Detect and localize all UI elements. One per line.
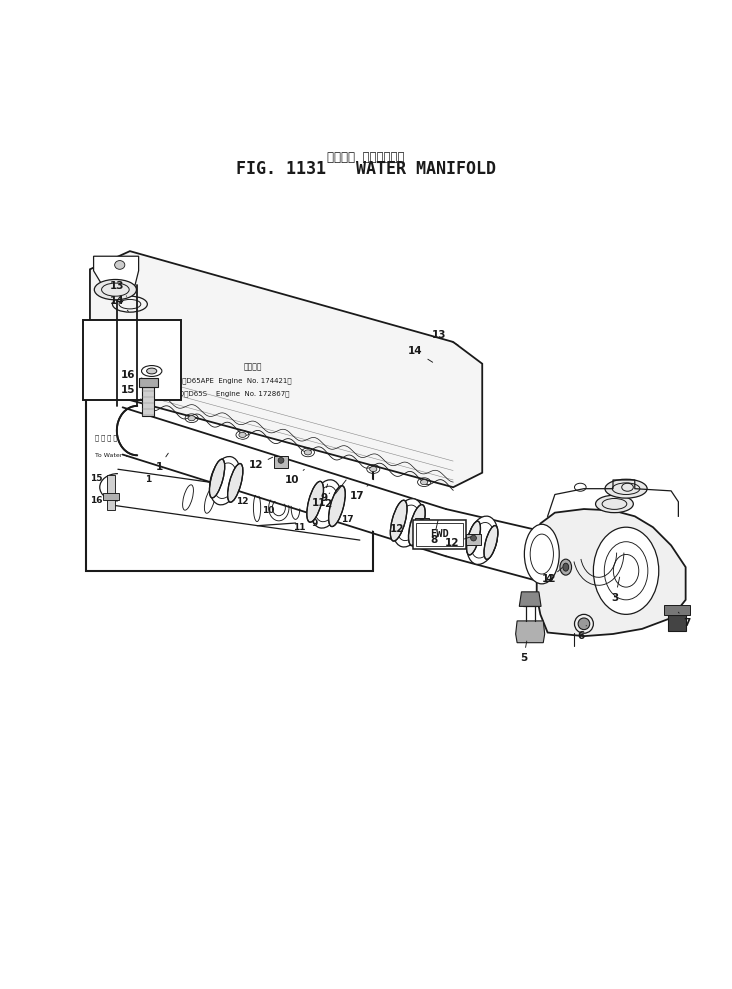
Ellipse shape xyxy=(467,516,498,565)
Bar xyxy=(103,494,119,500)
Ellipse shape xyxy=(594,527,659,614)
Text: To Water Temperature Gauge: To Water Temperature Gauge xyxy=(95,453,187,459)
Ellipse shape xyxy=(329,486,346,526)
Polygon shape xyxy=(83,320,181,401)
Text: 16: 16 xyxy=(122,370,142,381)
Text: 1: 1 xyxy=(145,476,152,485)
Ellipse shape xyxy=(563,563,569,571)
Text: 11: 11 xyxy=(312,494,329,508)
Ellipse shape xyxy=(560,559,572,576)
Ellipse shape xyxy=(115,260,125,269)
Bar xyxy=(414,518,429,529)
Ellipse shape xyxy=(420,480,427,485)
Polygon shape xyxy=(94,256,138,285)
Bar xyxy=(466,534,481,545)
Ellipse shape xyxy=(94,280,136,300)
Ellipse shape xyxy=(310,480,341,528)
Ellipse shape xyxy=(466,521,480,555)
Text: 15: 15 xyxy=(90,474,102,483)
Polygon shape xyxy=(537,509,686,636)
Text: 11: 11 xyxy=(293,523,305,532)
Text: 13: 13 xyxy=(431,329,458,345)
Ellipse shape xyxy=(408,504,425,545)
Text: 9: 9 xyxy=(321,484,327,503)
Text: FIG. 1131   WATER MANIFOLD: FIG. 1131 WATER MANIFOLD xyxy=(236,160,496,178)
Bar xyxy=(107,475,116,509)
Text: 17: 17 xyxy=(350,485,368,501)
Ellipse shape xyxy=(484,525,498,560)
Text: 12: 12 xyxy=(236,497,249,506)
Ellipse shape xyxy=(471,535,477,541)
Ellipse shape xyxy=(209,459,225,497)
Bar xyxy=(86,386,373,571)
Text: FWD: FWD xyxy=(430,529,449,539)
Text: 16: 16 xyxy=(90,495,102,504)
Text: 12: 12 xyxy=(542,573,562,584)
Text: 10: 10 xyxy=(285,470,305,485)
Text: 5: 5 xyxy=(520,641,527,663)
Text: 4: 4 xyxy=(545,568,562,584)
Ellipse shape xyxy=(524,524,559,584)
Text: 12: 12 xyxy=(444,537,471,548)
Text: 14: 14 xyxy=(111,296,128,312)
Ellipse shape xyxy=(209,457,241,504)
Ellipse shape xyxy=(239,432,246,437)
Ellipse shape xyxy=(228,464,243,502)
Text: 6: 6 xyxy=(578,626,586,641)
Polygon shape xyxy=(515,621,545,643)
Bar xyxy=(414,520,466,549)
Text: 14: 14 xyxy=(408,346,433,362)
Text: 9: 9 xyxy=(312,519,318,528)
Ellipse shape xyxy=(596,495,633,512)
Polygon shape xyxy=(90,251,482,488)
Text: 15: 15 xyxy=(122,385,142,401)
Ellipse shape xyxy=(605,480,647,498)
Ellipse shape xyxy=(188,415,195,420)
Text: 12: 12 xyxy=(390,522,411,534)
Bar xyxy=(416,523,463,546)
Text: 13: 13 xyxy=(111,281,127,297)
Ellipse shape xyxy=(392,498,424,547)
Ellipse shape xyxy=(278,458,284,463)
Text: 8: 8 xyxy=(430,520,438,545)
Text: 2: 2 xyxy=(324,480,346,509)
Text: 3: 3 xyxy=(611,578,620,602)
Bar xyxy=(138,378,157,387)
Polygon shape xyxy=(117,405,137,455)
Text: 10: 10 xyxy=(262,506,274,515)
Text: 1: 1 xyxy=(155,453,168,472)
Text: ウォータ  マニホールド: ウォータ マニホールド xyxy=(327,151,405,164)
Bar xyxy=(668,615,686,631)
Polygon shape xyxy=(123,404,540,582)
Text: D60シD65APE  Engine  No. 174421〜: D60シD65APE Engine No. 174421〜 xyxy=(168,378,291,384)
Ellipse shape xyxy=(419,519,425,525)
Text: 17: 17 xyxy=(342,514,354,524)
Bar xyxy=(274,456,288,468)
Polygon shape xyxy=(519,591,541,606)
Text: 7: 7 xyxy=(679,612,691,628)
Text: D60シD65S    Engine  No. 172867〜: D60シD65S Engine No. 172867〜 xyxy=(170,391,290,398)
Ellipse shape xyxy=(578,618,590,630)
Bar xyxy=(142,387,154,416)
Ellipse shape xyxy=(146,368,157,374)
Bar xyxy=(664,605,690,615)
Text: 12: 12 xyxy=(248,457,273,471)
Text: 水 温 度 出 口: 水 温 度 出 口 xyxy=(95,434,124,441)
Ellipse shape xyxy=(307,482,324,522)
Ellipse shape xyxy=(305,450,312,455)
Ellipse shape xyxy=(390,500,407,541)
Ellipse shape xyxy=(370,467,377,472)
Text: 適用号稺: 適用号稺 xyxy=(244,362,262,371)
